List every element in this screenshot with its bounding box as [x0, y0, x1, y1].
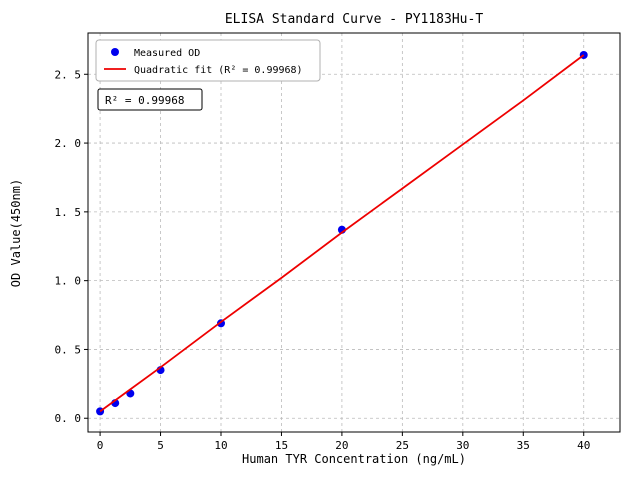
axes: 0 5 10 15 20 25 30 35 40 0. 0 0. 5 1. 0 1. 5 2. 0 2. 5	[55, 68, 591, 452]
legend: Measured OD Quadratic fit (R² = 0.99968)	[95, 39, 321, 82]
x-tick-label: 20	[335, 439, 348, 452]
x-tick-label: 0	[97, 439, 104, 452]
x-tick-label: 40	[577, 439, 590, 452]
y-tick-label: 2. 5	[55, 68, 82, 81]
y-tick-label: 0. 0	[55, 412, 82, 425]
chart-title: ELISA Standard Curve - PY1183Hu-T	[225, 12, 483, 27]
annotation-box	[97, 88, 203, 111]
y-axis-label: OD Value(450nm)	[9, 179, 23, 287]
x-tick-label: 10	[214, 439, 227, 452]
plot-area-border	[87, 32, 621, 433]
data-series	[96, 51, 588, 416]
quadratic-fit-line	[99, 54, 585, 413]
x-tick-label: 35	[517, 439, 530, 452]
legend-box	[95, 39, 321, 82]
y-tick-label: 1. 0	[55, 275, 82, 288]
x-tick-label: 15	[275, 439, 288, 452]
r-squared-annotation: R² = 0.99968	[97, 88, 203, 111]
y-tick-label: 1. 5	[55, 206, 82, 219]
r-squared-text: R² = 0.99968	[105, 94, 184, 107]
x-tick-label: 5	[157, 439, 164, 452]
legend-scatter-marker-icon	[111, 48, 119, 56]
y-tick-label: 0. 5	[55, 343, 82, 356]
legend-quadratic-fit-label: Quadratic fit (R² = 0.99968)	[134, 65, 303, 76]
legend-measured-od-label: Measured OD	[134, 48, 200, 59]
x-tick-label: 25	[396, 439, 409, 452]
x-axis-label: Human TYR Concentration (ng/mL)	[242, 452, 466, 466]
x-tick-label: 30	[456, 439, 469, 452]
y-tick-label: 2. 0	[55, 137, 82, 150]
